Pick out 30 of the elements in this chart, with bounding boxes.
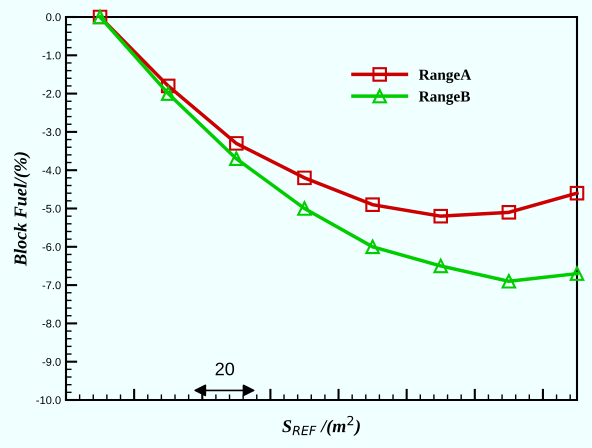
point — [229, 151, 244, 166]
point — [365, 197, 380, 212]
y-tick-label: -3.0 — [42, 128, 61, 136]
y-tick-label: -9.0 — [42, 358, 61, 366]
point — [502, 274, 516, 289]
point — [160, 78, 176, 94]
y-tick-label: -10.0 — [36, 396, 61, 404]
legend-label: RangeB — [418, 91, 470, 105]
y-tick-label: -6.0 — [42, 243, 61, 251]
y-tick-label: -7.0 — [42, 281, 61, 290]
y-tick-label: -1.0 — [42, 52, 61, 60]
point — [433, 208, 448, 224]
y-tick-label: 0.0 — [46, 13, 61, 22]
point — [570, 186, 584, 200]
point — [502, 205, 516, 220]
point — [297, 170, 312, 186]
x-axis-title: S$_{REF}$ /(m$^{2}$) — [282, 416, 360, 436]
point — [570, 266, 584, 281]
point — [433, 258, 448, 274]
y-tick-label: -4.0 — [42, 166, 61, 174]
y-tick-label: -5.0 — [42, 204, 61, 213]
point — [229, 136, 244, 151]
point — [365, 240, 380, 254]
point — [297, 201, 312, 216]
y-tick-label: -8.0 — [42, 320, 61, 328]
y-axis-title: Block Fuel/(%) — [14, 152, 30, 266]
y-tick-label: -2.0 — [42, 90, 61, 98]
annotation: 20 — [216, 362, 234, 376]
legend-label: RangeA — [418, 70, 472, 84]
point — [160, 86, 176, 101]
